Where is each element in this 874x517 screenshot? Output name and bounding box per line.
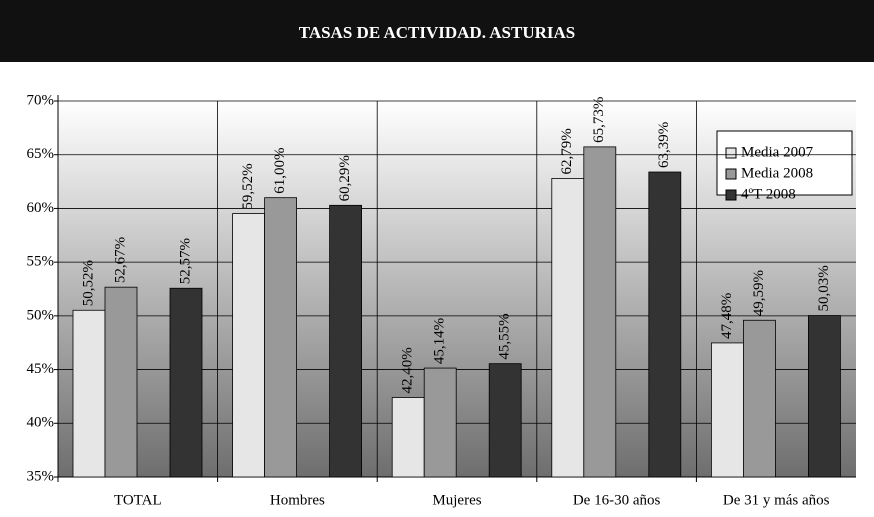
x-tick-label: De 31 y más años — [723, 492, 830, 508]
bar — [488, 363, 522, 478]
y-tick-label: 55% — [27, 254, 55, 270]
x-tick-label: Mujeres — [432, 492, 481, 508]
bar — [391, 397, 425, 478]
legend: Media 2007 Media 2008 4ºT 2008 — [716, 130, 853, 202]
legend-label: 4ºT 2008 — [741, 186, 796, 202]
data-label: 52,67% — [112, 237, 128, 283]
data-label: 63,39% — [656, 122, 672, 168]
data-label: 59,52% — [240, 163, 256, 209]
bar — [583, 146, 617, 478]
bar — [329, 204, 363, 478]
bar — [423, 367, 457, 478]
legend-swatch — [725, 147, 737, 159]
data-label: 52,57% — [177, 238, 193, 284]
data-label: 65,73% — [591, 97, 607, 143]
data-label: 47,48% — [719, 293, 735, 339]
data-label: 50,03% — [816, 265, 832, 311]
bar — [808, 315, 841, 478]
legend-swatch — [725, 168, 737, 180]
title-banner — [0, 0, 874, 62]
bar — [743, 319, 776, 478]
data-label: 60,29% — [337, 155, 353, 201]
bar — [72, 309, 106, 478]
y-tick-label: 45% — [27, 361, 55, 377]
x-tick-label: Hombres — [270, 492, 325, 508]
y-tick-label: 40% — [27, 415, 55, 431]
bar — [264, 197, 298, 478]
chart-title: TASAS DE ACTIVIDAD. ASTURIAS — [299, 23, 575, 42]
data-label: 45,14% — [432, 318, 448, 364]
data-label: 50,52% — [80, 260, 96, 306]
bar — [104, 286, 138, 478]
bar — [232, 213, 266, 478]
data-label: 49,59% — [751, 270, 767, 316]
legend-swatch — [725, 189, 737, 201]
data-label: 61,00% — [272, 147, 288, 193]
bar — [551, 178, 585, 478]
legend-label: Media 2007 — [741, 144, 814, 160]
x-tick-label: De 16-30 años — [573, 492, 661, 508]
data-label: 42,40% — [400, 347, 416, 393]
legend-label: Media 2008 — [741, 165, 813, 181]
x-tick-label: TOTAL — [114, 492, 162, 508]
legend-box — [716, 130, 853, 196]
data-label: 62,79% — [559, 128, 575, 174]
y-tick-label: 60% — [27, 200, 55, 216]
y-tick-label: 65% — [27, 146, 55, 162]
y-tick-label: 35% — [27, 468, 55, 484]
bar — [711, 342, 744, 478]
y-tick-label: 50% — [27, 307, 55, 323]
data-label: 45,55% — [497, 313, 513, 359]
y-tick-label: 70% — [27, 92, 55, 108]
bar — [169, 287, 203, 478]
bar — [648, 171, 682, 478]
